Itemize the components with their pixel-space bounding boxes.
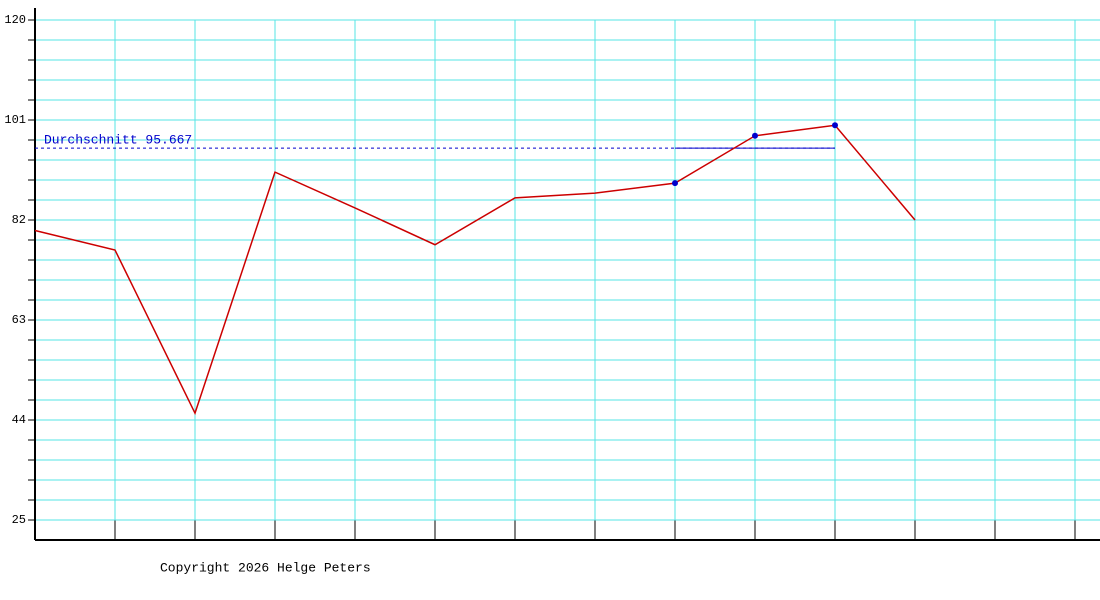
y-tick-label: 82 [12, 213, 26, 227]
y-tick-label: 44 [12, 413, 26, 427]
y-tick-label: 101 [4, 113, 26, 127]
highlight-point [752, 132, 758, 139]
y-tick-label: 25 [12, 513, 26, 527]
highlight-point [672, 180, 678, 187]
highlight-point [832, 122, 838, 129]
footer: Copyright 2026 Helge Peters [160, 560, 371, 575]
average-label: Durchschnitt 95.667 [44, 133, 192, 148]
y-tick-label: 120 [4, 13, 26, 27]
y-tick-label: 63 [12, 313, 26, 327]
data-line [34, 124, 916, 416]
